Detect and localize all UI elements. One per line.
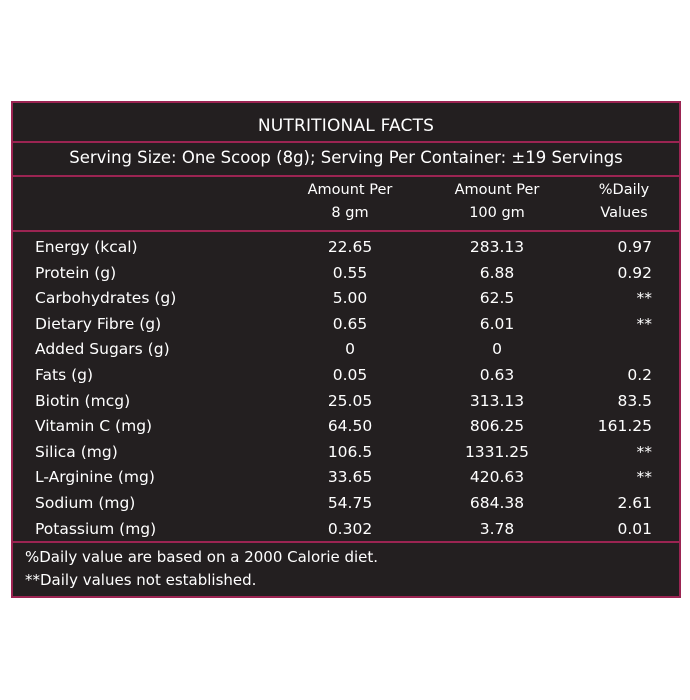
nutrient-name: Dietary Fibre (g) [35,314,162,333]
table-row: Silica (mg) 106.5 1331.25 ** [13,440,679,466]
nutrient-name: Biotin (mcg) [35,391,131,410]
nutrient-name: Added Sugars (g) [35,340,170,359]
amount-per-8g: 33.65 [327,468,373,487]
panel-title: NUTRITIONAL FACTS [13,103,679,143]
amount-per-100g: 0.63 [479,365,515,384]
column-header-line: Amount Per [454,182,540,198]
amount-per-8g: 5.00 [332,289,368,308]
amount-per-100g: 1331.25 [464,442,530,461]
daily-value: 0.2 [627,365,652,384]
column-header-line: 8 gm [331,205,369,221]
column-header-per-8g: Amount Per 8 gm [290,179,410,229]
amount-per-8g: 0.05 [332,365,368,384]
amount-per-8g: 0.302 [327,519,373,538]
amount-per-100g: 6.01 [479,314,515,333]
column-header-line: Values [600,205,648,221]
column-header-line: Amount Per [307,182,393,198]
nutrient-name: Sodium (mg) [35,493,136,512]
nutrient-name: Vitamin C (mg) [35,417,153,436]
amount-per-8g: 0.55 [332,263,368,282]
table-row: L-Arginine (mg) 33.65 420.63 ** [13,465,679,491]
amount-per-100g: 6.88 [479,263,515,282]
nutrient-name: Potassium (mg) [35,519,157,538]
table-row: Added Sugars (g) 0 0 [13,337,679,363]
amount-per-8g: 22.65 [327,238,373,256]
daily-value: 161.25 [597,417,652,436]
table-row: Fats (g) 0.05 0.63 0.2 [13,363,679,389]
daily-value: 0.01 [617,519,652,538]
column-header-line: 100 gm [469,205,525,221]
daily-value: 83.5 [617,391,652,410]
nutrient-table: Energy (kcal) 22.65 283.13 0.97 Protein (g) 0… [13,235,679,542]
column-header-daily-values: %Daily Values [580,179,668,229]
amount-per-8g: 64.50 [327,417,373,436]
nutrient-name: Protein (g) [35,263,117,282]
amount-per-100g: 806.25 [469,417,525,436]
amount-per-8g: 106.5 [327,442,373,461]
amount-per-100g: 420.63 [469,468,525,487]
table-row: Sodium (mg) 54.75 684.38 2.61 [13,491,679,517]
nutrient-name: L-Arginine (mg) [35,468,155,487]
table-row: Biotin (mcg) 25.05 313.13 83.5 [13,389,679,415]
footnote-daily-value: %Daily value are based on a 2000 Calorie… [25,548,379,566]
nutrient-name: Fats (g) [35,365,94,384]
table-row: Energy (kcal) 22.65 283.13 0.97 [13,235,679,261]
daily-value: 2.61 [617,493,652,512]
column-header-per-100g: Amount Per 100 gm [437,179,557,229]
amount-per-8g: 0 [345,340,355,359]
amount-per-8g: 25.05 [327,391,373,410]
footer-divider [13,541,679,543]
daily-value: 0.92 [617,263,652,282]
daily-value: ** [636,314,653,333]
table-row: Potassium (mg) 0.302 3.78 0.01 [13,517,679,543]
amount-per-8g: 0.65 [332,314,368,333]
footnote-not-established: **Daily values not established. [25,571,257,589]
daily-value: ** [636,442,653,461]
nutrition-facts-panel: NUTRITIONAL FACTS Serving Size: One Scoo… [11,101,681,598]
column-header-line: %Daily [598,182,650,198]
nutrient-name: Silica (mg) [35,442,118,461]
amount-per-100g: 313.13 [469,391,525,410]
daily-value: ** [636,468,653,487]
amount-per-100g: 283.13 [469,238,525,256]
table-row: Protein (g) 0.55 6.88 0.92 [13,261,679,287]
table-row: Dietary Fibre (g) 0.65 6.01 ** [13,312,679,338]
nutrient-name: Energy (kcal) [35,238,138,256]
daily-value: ** [636,289,653,308]
amount-per-100g: 3.78 [479,519,515,538]
table-row: Carbohydrates (g) 5.00 62.5 ** [13,286,679,312]
daily-value: 0.97 [617,238,652,256]
header-divider [13,230,679,232]
amount-per-100g: 0 [492,340,502,359]
table-row: Vitamin C (mg) 64.50 806.25 161.25 [13,414,679,440]
amount-per-8g: 54.75 [327,493,373,512]
amount-per-100g: 684.38 [469,493,525,512]
amount-per-100g: 62.5 [479,289,515,308]
nutrient-name: Carbohydrates (g) [35,289,177,308]
footnotes: %Daily value are based on a 2000 Calorie… [25,546,378,592]
serving-size-line: Serving Size: One Scoop (8g); Serving Pe… [13,143,679,177]
